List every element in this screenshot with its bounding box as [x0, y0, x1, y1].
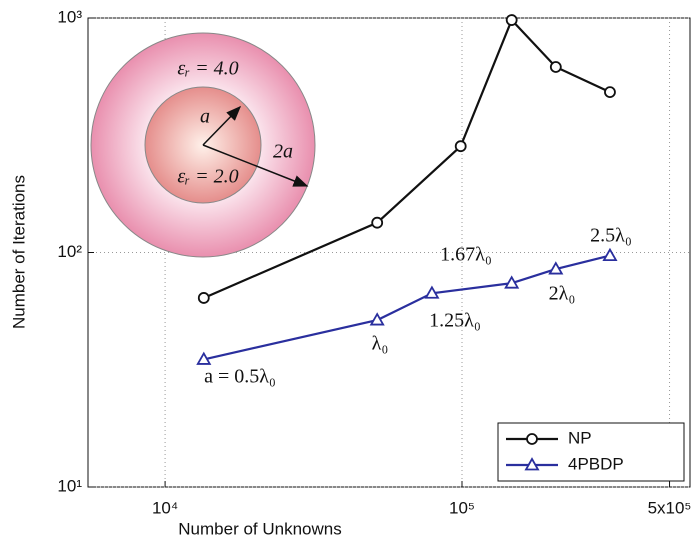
annotation: 2λ₀	[549, 283, 576, 305]
inset-label: εᵣ = 2.0	[177, 166, 238, 188]
annotation: 1.25λ₀	[429, 310, 481, 332]
annotation: λ₀	[372, 333, 389, 355]
legend-label: NP	[568, 428, 592, 447]
data-point	[507, 15, 517, 25]
annotation: 2.5λ₀	[590, 225, 632, 247]
data-point	[372, 218, 382, 228]
annotation: a = 0.5λ₀	[204, 366, 276, 388]
annotation: 1.67λ₀	[440, 244, 492, 266]
data-point	[551, 62, 561, 72]
y-axis-label: Number of Iterations	[9, 175, 28, 329]
inset-diagram: εᵣ = 4.0 a 2a εᵣ = 2.0	[91, 33, 315, 257]
legend-label: 4PBDP	[568, 454, 624, 473]
y-tick-label: 10³	[57, 7, 82, 26]
x-tick-label: 5x10⁵	[648, 498, 692, 517]
x-tick-label: 10⁴	[152, 498, 178, 517]
chart: Number of Unknowns Number of Iterations …	[0, 0, 697, 547]
data-point	[456, 141, 466, 151]
inset-label: εᵣ = 4.0	[177, 58, 238, 80]
data-point	[527, 434, 537, 444]
inset-label: 2a	[273, 141, 293, 163]
data-point	[199, 293, 209, 303]
y-tick-label: 10¹	[57, 476, 82, 495]
y-tick-label: 10²	[57, 242, 82, 261]
x-tick-label: 10⁵	[449, 498, 475, 517]
data-point	[605, 87, 615, 97]
x-axis-label: Number of Unknowns	[178, 519, 341, 538]
inset-label: a	[200, 106, 210, 128]
